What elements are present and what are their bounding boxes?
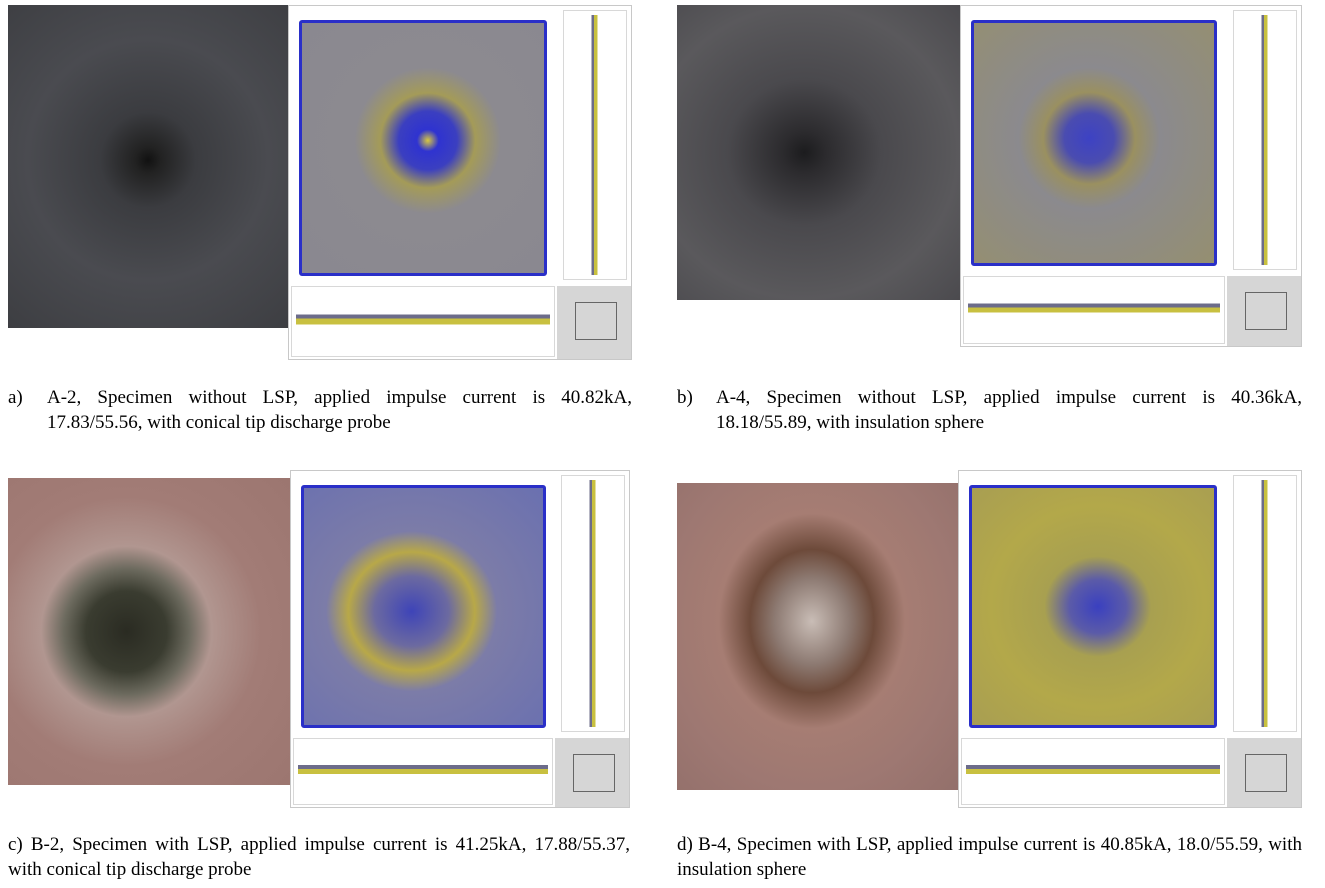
corner-panel (1227, 276, 1301, 346)
c-scan-window (960, 5, 1302, 347)
caption-label: c) (8, 834, 23, 855)
caption-text: A-2, Specimen without LSP, applied impul… (47, 385, 632, 435)
caption-text: B-4, Specimen with LSP, applied impulse … (677, 834, 1302, 880)
figure-caption: c) B-2, Specimen with LSP, applied impul… (8, 832, 630, 882)
corner-box (1245, 754, 1287, 792)
bottom-profile (291, 286, 555, 357)
profile-trace (1234, 480, 1296, 727)
c-scan-window (290, 470, 630, 808)
profile-trace (296, 287, 550, 356)
bottom-profile (293, 738, 553, 805)
caption-label: a) (8, 385, 44, 410)
caption-label: b) (677, 385, 713, 410)
side-profile (563, 10, 627, 280)
c-scan-image (301, 485, 546, 728)
page: a)A-2, Specimen without LSP, applied imp… (0, 0, 1325, 888)
profile-trace (298, 739, 548, 804)
corner-panel (555, 738, 629, 807)
c-scan-image (299, 20, 547, 276)
profile-trace (966, 739, 1220, 804)
side-profile (561, 475, 625, 732)
profile-trace (1234, 15, 1296, 265)
caption-label: d) (677, 834, 693, 855)
bottom-profile (961, 738, 1225, 805)
c-scan-image (969, 485, 1217, 728)
c-scan-image (971, 20, 1217, 266)
corner-box (573, 754, 615, 792)
caption-text: A-4, Specimen without LSP, applied impul… (716, 385, 1302, 435)
profile-trace (564, 15, 626, 275)
caption-text: B-2, Specimen with LSP, applied impulse … (8, 834, 630, 880)
profile-trace (562, 480, 624, 727)
corner-panel (557, 286, 631, 359)
corner-panel (1227, 738, 1301, 807)
bottom-profile (963, 276, 1225, 344)
side-profile (1233, 10, 1297, 270)
specimen-photo (677, 5, 960, 300)
figure-caption: d) B-4, Specimen with LSP, applied impul… (677, 832, 1302, 882)
specimen-photo (8, 478, 290, 785)
c-scan-window (288, 5, 632, 360)
corner-box (575, 302, 617, 340)
profile-trace (968, 277, 1220, 343)
specimen-photo (677, 483, 958, 790)
side-profile (1233, 475, 1297, 732)
corner-box (1245, 292, 1287, 330)
c-scan-window (958, 470, 1302, 808)
specimen-photo (8, 5, 288, 328)
